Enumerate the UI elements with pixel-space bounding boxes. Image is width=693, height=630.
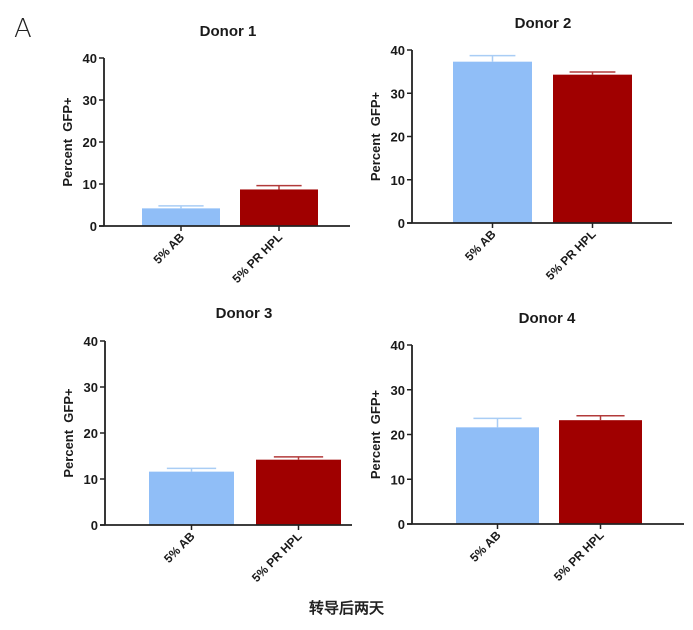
figure-caption: 转导后两天 bbox=[308, 599, 384, 617]
y-tick-label: 10 bbox=[83, 177, 97, 192]
y-tick-label: 20 bbox=[84, 426, 98, 441]
y-tick-label: 0 bbox=[398, 216, 405, 231]
y-tick-label: 10 bbox=[391, 472, 405, 487]
y-axis-label: Percent GFP+ bbox=[61, 388, 76, 478]
chart-donor-4: Donor 4 Percent GFP+ 0 10 20 30 40 5% AB 5% PR H… bbox=[368, 310, 684, 584]
y-tick-label: 20 bbox=[83, 135, 97, 150]
x-tick-label: 5% AB bbox=[161, 529, 198, 566]
y-tick-label: 20 bbox=[391, 130, 405, 145]
chart-donor-3: Donor 3 Percent GFP+ 0 10 20 30 40 5% AB 5% PR H… bbox=[61, 305, 352, 585]
bar-pr-hpl bbox=[553, 74, 632, 223]
y-tick-label: 10 bbox=[84, 472, 98, 487]
chart-title: Donor 4 bbox=[519, 310, 576, 327]
y-tick-label: 40 bbox=[84, 334, 98, 349]
bar-pr-hpl bbox=[559, 420, 642, 524]
y-axis-label: Percent GFP+ bbox=[368, 389, 383, 479]
chart-title: Donor 1 bbox=[200, 23, 257, 40]
x-tick-label: 5% PR HPL bbox=[229, 230, 285, 286]
bar-ab bbox=[142, 208, 220, 226]
chart-title: Donor 3 bbox=[216, 305, 273, 322]
panel-label: A bbox=[14, 14, 32, 44]
x-tick-label: 5% PR HPL bbox=[543, 227, 599, 283]
y-tick-label: 0 bbox=[90, 219, 97, 234]
x-tick-label: 5% AB bbox=[467, 528, 504, 565]
x-tick-label: 5% AB bbox=[462, 227, 499, 264]
x-tick-label: 5% PR HPL bbox=[249, 529, 305, 585]
x-tick-label: 5% AB bbox=[151, 230, 188, 267]
chart-donor-1: Donor 1 Percent GFP+ 0 10 20 30 40 5% AB 5% PR H… bbox=[60, 23, 350, 286]
y-tick-label: 30 bbox=[391, 383, 405, 398]
y-tick-label: 40 bbox=[391, 43, 405, 58]
y-tick-label: 30 bbox=[391, 86, 405, 101]
y-axis-label: Percent GFP+ bbox=[368, 91, 383, 181]
y-tick-label: 0 bbox=[398, 517, 405, 532]
y-axis-label: Percent GFP+ bbox=[60, 97, 75, 187]
x-tick-label: 5% PR HPL bbox=[551, 528, 607, 584]
chart-title: Donor 2 bbox=[515, 15, 572, 32]
bar-pr-hpl bbox=[240, 189, 318, 226]
chart-donor-2: Donor 2 Percent GFP+ 0 10 20 30 40 5% AB 5% PR H… bbox=[368, 15, 672, 283]
bar-pr-hpl bbox=[256, 459, 341, 525]
y-tick-label: 0 bbox=[91, 518, 98, 533]
y-tick-label: 10 bbox=[391, 173, 405, 188]
bar-ab bbox=[456, 427, 539, 524]
bar-ab bbox=[149, 471, 234, 525]
y-tick-label: 30 bbox=[84, 380, 98, 395]
y-tick-label: 30 bbox=[83, 93, 97, 108]
y-tick-label: 20 bbox=[391, 428, 405, 443]
bar-ab bbox=[453, 61, 532, 223]
y-tick-label: 40 bbox=[83, 51, 97, 66]
y-tick-label: 40 bbox=[391, 338, 405, 353]
